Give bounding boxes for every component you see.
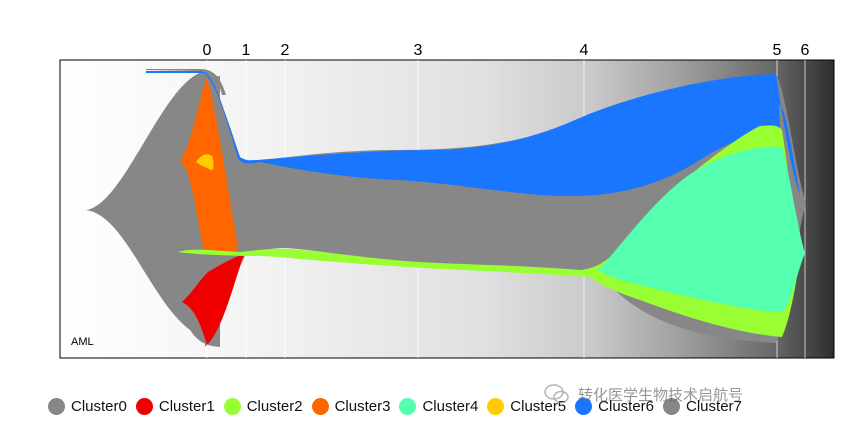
legend-swatch bbox=[48, 397, 65, 415]
legend-swatch bbox=[399, 397, 417, 415]
timepoint-label-0: 0 bbox=[203, 42, 212, 59]
legend-label: Cluster0 bbox=[71, 397, 127, 415]
timepoint-labels: 0 1 2 3 4 5 6 bbox=[203, 42, 810, 59]
wechat-icon bbox=[544, 384, 569, 404]
legend-swatch bbox=[663, 397, 681, 415]
legend-item-cluster0: Cluster0 bbox=[48, 397, 127, 415]
legend: Cluster0 Cluster1 Cluster2 Cluster3 Cluster4… bbox=[48, 394, 751, 418]
legend-item-cluster5: Cluster5 bbox=[487, 397, 567, 415]
clone-shapes bbox=[86, 69, 806, 347]
legend-label: Cluster1 bbox=[158, 397, 215, 415]
timepoint-label-4: 4 bbox=[580, 42, 589, 59]
cluster0-shape bbox=[86, 71, 220, 347]
legend-label: Cluster5 bbox=[510, 397, 567, 415]
timepoint-label-1: 1 bbox=[242, 42, 251, 59]
timepoint-label-2: 2 bbox=[281, 42, 290, 59]
watermark: 转化医学生物技术启航号 bbox=[544, 383, 743, 405]
cluster1-shape bbox=[182, 254, 244, 345]
timepoint-label-3: 3 bbox=[414, 42, 423, 59]
cluster5-shape bbox=[196, 154, 214, 170]
legend-item-cluster7: Cluster7 bbox=[663, 397, 742, 415]
legend-item-cluster2: Cluster2 bbox=[223, 397, 303, 415]
legend-swatch bbox=[311, 397, 329, 415]
legend-swatch bbox=[135, 397, 153, 415]
legend-label: Cluster4 bbox=[422, 397, 479, 415]
legend-swatch bbox=[223, 397, 241, 415]
legend-label: Cluster3 bbox=[334, 397, 391, 415]
legend-label: Cluster7 bbox=[686, 397, 742, 415]
cluster4-shape bbox=[598, 146, 805, 312]
legend-label: Cluster6 bbox=[598, 397, 655, 415]
watermark-text: 转化医学生物技术启航号 bbox=[578, 385, 744, 404]
legend-item-cluster6: Cluster6 bbox=[575, 397, 655, 415]
timepoint-label-6: 6 bbox=[801, 42, 810, 59]
timepoint-label-5: 5 bbox=[773, 42, 782, 59]
legend-swatch bbox=[575, 397, 593, 415]
panel-label: AML bbox=[71, 336, 94, 348]
legend-item-cluster4: Cluster4 bbox=[399, 397, 479, 415]
legend-item-cluster1: Cluster1 bbox=[135, 397, 215, 415]
legend-item-cluster3: Cluster3 bbox=[311, 397, 391, 415]
cluster6-shape bbox=[146, 71, 800, 196]
legend-swatch bbox=[487, 397, 505, 415]
legend-label: Cluster2 bbox=[246, 397, 303, 415]
